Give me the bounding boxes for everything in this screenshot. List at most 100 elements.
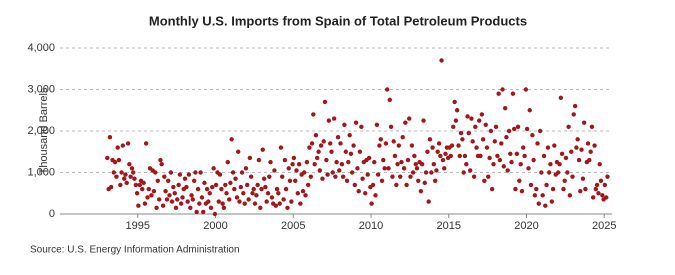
point — [228, 180, 233, 186]
point — [466, 130, 471, 136]
point — [418, 188, 424, 194]
point — [425, 149, 430, 154]
point — [359, 124, 364, 130]
point — [390, 174, 395, 179]
point — [515, 124, 521, 130]
point — [519, 188, 525, 194]
point — [530, 132, 535, 138]
point — [243, 166, 249, 171]
point — [234, 195, 240, 200]
point — [140, 186, 145, 192]
point — [198, 170, 203, 175]
point — [488, 128, 494, 134]
point — [524, 126, 530, 132]
point — [454, 108, 460, 113]
point — [451, 124, 456, 130]
point — [142, 201, 148, 206]
point — [267, 174, 272, 179]
point — [272, 168, 277, 173]
point — [137, 182, 142, 188]
point — [539, 170, 544, 175]
point — [366, 155, 372, 161]
point — [522, 153, 527, 159]
point — [400, 135, 405, 140]
point — [439, 58, 444, 63]
point — [471, 174, 477, 179]
point — [164, 197, 170, 202]
point — [462, 153, 468, 159]
point — [331, 116, 337, 121]
point — [129, 166, 135, 171]
point — [404, 182, 409, 188]
point — [392, 153, 398, 159]
point — [517, 178, 522, 183]
point — [286, 166, 291, 171]
point — [587, 157, 592, 163]
point — [330, 170, 335, 175]
point — [223, 182, 228, 188]
point — [521, 145, 526, 150]
point — [387, 97, 393, 103]
point — [570, 174, 575, 179]
point — [575, 137, 580, 142]
point — [293, 178, 298, 183]
point — [479, 112, 485, 117]
point — [235, 149, 241, 154]
point — [321, 139, 326, 144]
point — [375, 172, 381, 177]
point — [255, 182, 260, 188]
point — [277, 201, 282, 206]
point — [552, 143, 557, 148]
point — [448, 153, 453, 159]
point — [537, 128, 543, 134]
point — [342, 122, 347, 127]
point — [133, 182, 139, 188]
point — [383, 141, 389, 146]
point — [566, 124, 571, 130]
point — [352, 182, 358, 188]
point — [154, 205, 159, 210]
point — [505, 168, 510, 173]
point — [344, 178, 350, 183]
point — [351, 143, 356, 148]
point — [434, 168, 439, 173]
point — [197, 201, 202, 206]
point — [474, 145, 479, 150]
point — [510, 91, 516, 96]
point — [213, 182, 219, 188]
point — [543, 203, 548, 208]
point — [391, 139, 396, 144]
point — [349, 170, 355, 175]
point — [369, 201, 374, 206]
point — [199, 195, 205, 200]
point — [217, 172, 223, 177]
source-note: Source: U.S. Energy Information Administ… — [30, 245, 240, 256]
point — [453, 118, 459, 123]
point — [504, 135, 509, 140]
point — [188, 205, 193, 210]
point — [260, 147, 265, 152]
point — [508, 151, 513, 157]
point — [496, 91, 501, 96]
point — [281, 197, 286, 202]
point — [248, 174, 254, 179]
point — [562, 178, 567, 183]
point — [592, 143, 597, 148]
point — [458, 130, 464, 136]
point — [211, 166, 216, 171]
point — [176, 182, 181, 188]
point — [251, 186, 256, 192]
point — [605, 174, 610, 179]
chart-title: Monthly U.S. Imports from Spain of Total… — [149, 13, 527, 28]
point — [405, 157, 411, 163]
point — [189, 193, 194, 198]
point — [491, 162, 496, 167]
point — [335, 135, 341, 140]
point — [149, 193, 154, 198]
x-tick-label: 2020 — [514, 220, 538, 232]
point — [518, 162, 523, 167]
point — [283, 186, 289, 192]
point — [435, 149, 440, 154]
point — [596, 191, 601, 196]
